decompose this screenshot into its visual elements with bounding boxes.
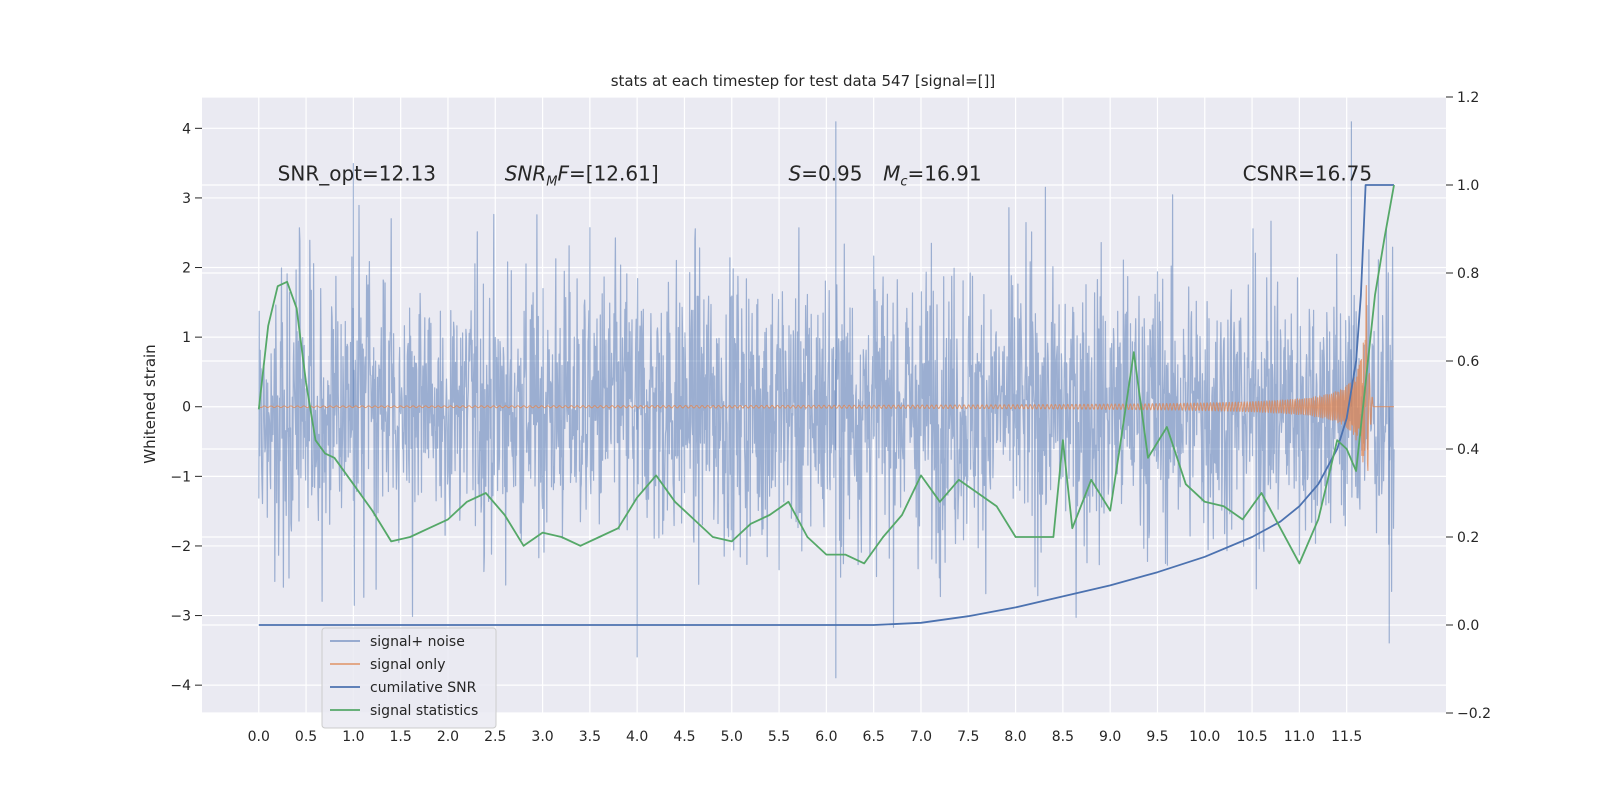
series-signal-only bbox=[258, 284, 1395, 472]
annotation-value: =16.91 bbox=[908, 162, 982, 186]
y2-tick-label: 1.0 bbox=[1457, 178, 1479, 194]
x-tick-label: 8.5 bbox=[1052, 729, 1074, 745]
x-tick-label: 3.0 bbox=[531, 729, 553, 745]
x-tick-label: 7.5 bbox=[957, 729, 979, 745]
y-tick-label: 4 bbox=[182, 121, 191, 137]
series-signal-noise bbox=[258, 186, 1395, 628]
x-tick-label: 5.5 bbox=[768, 729, 790, 745]
legend-label: signal+ noise bbox=[370, 634, 465, 650]
y-tick-label: −1 bbox=[170, 469, 191, 485]
series-signal-statistics bbox=[257, 184, 1395, 565]
chart-title: stats at each timestep for test data 547… bbox=[611, 72, 996, 90]
x-tick-label: 7.0 bbox=[910, 729, 932, 745]
y2-tick-label: 0.4 bbox=[1457, 442, 1479, 458]
x-tick-label: 2.0 bbox=[437, 729, 459, 745]
annotation-0: SNR_opt=12.13 bbox=[278, 162, 436, 186]
y2-tick-label: 0.0 bbox=[1457, 618, 1479, 634]
legend: signal+ noise signal only cumilative SNR si… bbox=[321, 627, 497, 729]
series-cumulative-snr bbox=[258, 184, 1394, 626]
x-tick-label: 3.5 bbox=[579, 729, 601, 745]
x-tick-label: 9.5 bbox=[1146, 729, 1168, 745]
x-tick-label: 5.0 bbox=[721, 729, 743, 745]
axis-ticks: 0.0 0.5 1.0 1.5 2.0 2.5 3.0 3.5 4.0 4.5 5.0 5.5 6.0 6… bbox=[170, 90, 1491, 745]
x-tick-label: 11.0 bbox=[1284, 729, 1315, 745]
y-tick-label: 1 bbox=[182, 330, 191, 346]
legend-box bbox=[321, 627, 497, 729]
x-tick-label: 4.5 bbox=[673, 729, 695, 745]
y-tick-label: 0 bbox=[182, 400, 191, 416]
annotation-base: M bbox=[883, 162, 900, 186]
annotation-base: SNR bbox=[505, 162, 547, 186]
annotations: SNR_opt=12.13 SNRMF=[12.61] S=0.95 Mc=16.91… bbox=[278, 162, 1372, 190]
x-tick-label: 0.0 bbox=[248, 729, 270, 745]
x-tick-label: 8.0 bbox=[1004, 729, 1026, 745]
x-tick-label: 9.0 bbox=[1099, 729, 1121, 745]
legend-label: signal statistics bbox=[370, 703, 478, 719]
x-tick-label: 1.0 bbox=[342, 729, 364, 745]
y-tick-label: 2 bbox=[182, 261, 191, 277]
x-tick-label: 10.5 bbox=[1236, 729, 1267, 745]
y2-tick-label: 0.6 bbox=[1457, 354, 1479, 370]
x-tick-label: 2.5 bbox=[484, 729, 506, 745]
x-tick-label: 11.5 bbox=[1331, 729, 1362, 745]
legend-label: cumilative SNR bbox=[370, 680, 477, 696]
x-tick-label: 0.5 bbox=[295, 729, 317, 745]
annotation-base: S bbox=[789, 162, 802, 186]
annotation-2: S=0.95 bbox=[789, 162, 863, 186]
annotation-suffix: F bbox=[558, 162, 570, 186]
x-tick-label: 6.0 bbox=[815, 729, 837, 745]
annotation-subscript: M bbox=[546, 175, 557, 190]
y2-tick-label: 0.2 bbox=[1457, 530, 1479, 546]
y-tick-label: −3 bbox=[170, 609, 191, 625]
x-tick-label: 6.5 bbox=[863, 729, 885, 745]
y-tick-label: −4 bbox=[170, 678, 191, 694]
annotation-1: SNRMF=[12.61] bbox=[505, 162, 659, 190]
y-axis-label: Whitened strain bbox=[141, 344, 159, 463]
annotation-value: =[12.61] bbox=[569, 162, 659, 186]
y-tick-label: 3 bbox=[182, 191, 191, 207]
annotation-3: Mc=16.91 bbox=[883, 162, 981, 190]
series-layer bbox=[257, 121, 1395, 679]
y2-tick-label: −0.2 bbox=[1457, 706, 1491, 722]
y-tick-label: −2 bbox=[170, 539, 191, 555]
x-tick-label: 10.0 bbox=[1189, 729, 1220, 745]
x-tick-label: 1.5 bbox=[390, 729, 412, 745]
y2-tick-label: 0.8 bbox=[1457, 266, 1479, 282]
y2-tick-label: 1.2 bbox=[1457, 90, 1479, 106]
annotation-4: CSNR=16.75 bbox=[1243, 162, 1373, 186]
annotation-value: =0.95 bbox=[801, 162, 862, 186]
legend-label: signal only bbox=[370, 657, 445, 673]
annotation-subscript: c bbox=[900, 175, 907, 190]
x-tick-label: 4.0 bbox=[626, 729, 648, 745]
